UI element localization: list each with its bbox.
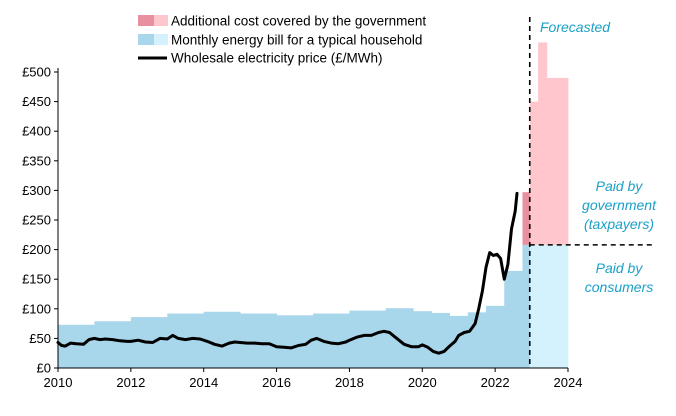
bill-bar <box>349 310 387 368</box>
y-tick-label: £200 <box>22 242 51 257</box>
x-tick-label: 2014 <box>189 375 218 390</box>
bill-bar <box>413 311 432 368</box>
bill-bar <box>431 312 451 368</box>
legend-swatch <box>138 15 154 26</box>
bill-bar <box>529 244 569 368</box>
reference-lines <box>528 17 655 368</box>
y-tick-label: £0 <box>37 361 51 376</box>
bill-area-bars <box>58 244 569 368</box>
bill-bar <box>504 270 523 368</box>
paid-by-government-annotation: (taxpayers) <box>584 216 654 232</box>
y-tick-label: £500 <box>22 65 51 80</box>
government-cost-bar <box>522 192 531 245</box>
legend-label: Monthly energy bill for a typical househ… <box>171 33 422 48</box>
forecast-annotation: Forecasted <box>540 19 611 35</box>
bill-bar <box>240 313 277 368</box>
government-cost-bar <box>538 42 548 245</box>
bill-bar <box>385 308 414 368</box>
x-tick-label: 2012 <box>116 375 145 390</box>
government-cost-bars <box>522 42 569 245</box>
bill-bar <box>203 311 241 368</box>
y-tick-label: £450 <box>22 94 51 109</box>
annotations: Forecasted Paid by government (taxpayers) Pa… <box>540 19 657 295</box>
x-tick-label: 2016 <box>262 375 291 390</box>
bill-bar <box>522 244 531 368</box>
y-tick-label: £250 <box>22 213 51 228</box>
y-tick-label: £50 <box>29 331 51 346</box>
paid-by-consumers-annotation: consumers <box>585 279 653 295</box>
x-tick-label: 2010 <box>44 375 73 390</box>
paid-by-consumers-annotation: Paid by <box>596 260 644 276</box>
x-tick-label: 2022 <box>481 375 510 390</box>
bill-bar <box>94 321 132 368</box>
legend-swatch <box>138 34 154 45</box>
x-tick-label: 2018 <box>335 375 364 390</box>
legend-swatch <box>154 15 168 26</box>
bill-bar <box>486 305 505 368</box>
government-cost-bar <box>546 77 569 245</box>
legend-swatch <box>154 34 168 45</box>
wholesale-price-series <box>56 191 519 355</box>
legend-label: Additional cost covered by the governmen… <box>171 14 426 29</box>
government-cost-bar <box>529 101 539 245</box>
wholesale-price-line <box>56 191 519 355</box>
y-tick-label: £100 <box>22 301 51 316</box>
y-tick-label: £400 <box>22 124 51 139</box>
legend-label: Wholesale electricity price (£/MWh) <box>171 51 383 66</box>
y-tick-label: £150 <box>22 272 51 287</box>
paid-by-government-annotation: government <box>582 197 657 213</box>
legend: Additional cost covered by the governmen… <box>138 14 426 66</box>
y-tick-label: £350 <box>22 153 51 168</box>
bill-bar <box>449 315 469 368</box>
paid-by-government-annotation: Paid by <box>596 178 644 194</box>
x-tick-label: 2020 <box>408 375 437 390</box>
y-tick-label: £300 <box>22 183 51 198</box>
axes: £0 £50 £100 £150 £200 £250 £300 £350 £400 £450 £50… <box>22 65 582 391</box>
x-tick-label: 2024 <box>554 375 583 390</box>
